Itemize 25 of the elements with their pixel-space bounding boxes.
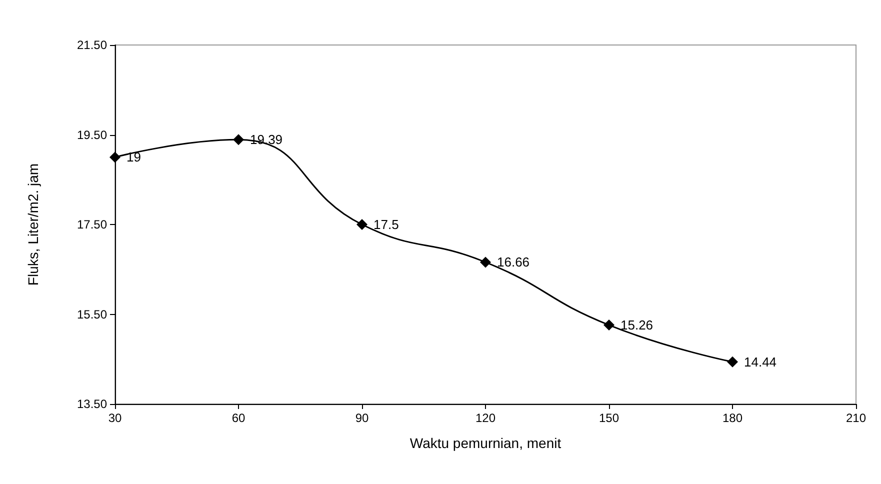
data-label: 17.5 <box>374 217 399 232</box>
x-tick-label: 60 <box>232 411 246 425</box>
point <box>356 219 368 230</box>
point <box>604 320 614 331</box>
y-tick-label: 15.50 <box>76 307 108 322</box>
y-tick-label: 19.50 <box>76 128 108 142</box>
data-label: 16.66 <box>497 254 530 270</box>
x-tick-label: 120 <box>475 411 496 425</box>
x-tick-label: 180 <box>722 411 743 425</box>
y-tick-label: 13.50 <box>76 397 108 411</box>
point <box>727 356 738 368</box>
data-label: 15.26 <box>620 318 654 333</box>
x-tick-label: 30 <box>108 411 122 425</box>
y-tick-label: 17.50 <box>76 218 108 232</box>
point <box>233 134 244 146</box>
x-tick-label: 90 <box>355 411 369 425</box>
data-label: 14.44 <box>744 354 777 370</box>
x-tick-label: 210 <box>846 411 866 425</box>
data-label: 19.39 <box>250 132 283 148</box>
y-tick-label: 21.50 <box>76 38 108 52</box>
point <box>480 256 491 268</box>
x-axis-title: Waktu pemurnian, menit <box>410 435 562 451</box>
y-axis-title: Fluks, Liter/m2. jam <box>25 163 41 286</box>
point <box>110 152 120 163</box>
x-tick-label: 150 <box>598 411 620 425</box>
